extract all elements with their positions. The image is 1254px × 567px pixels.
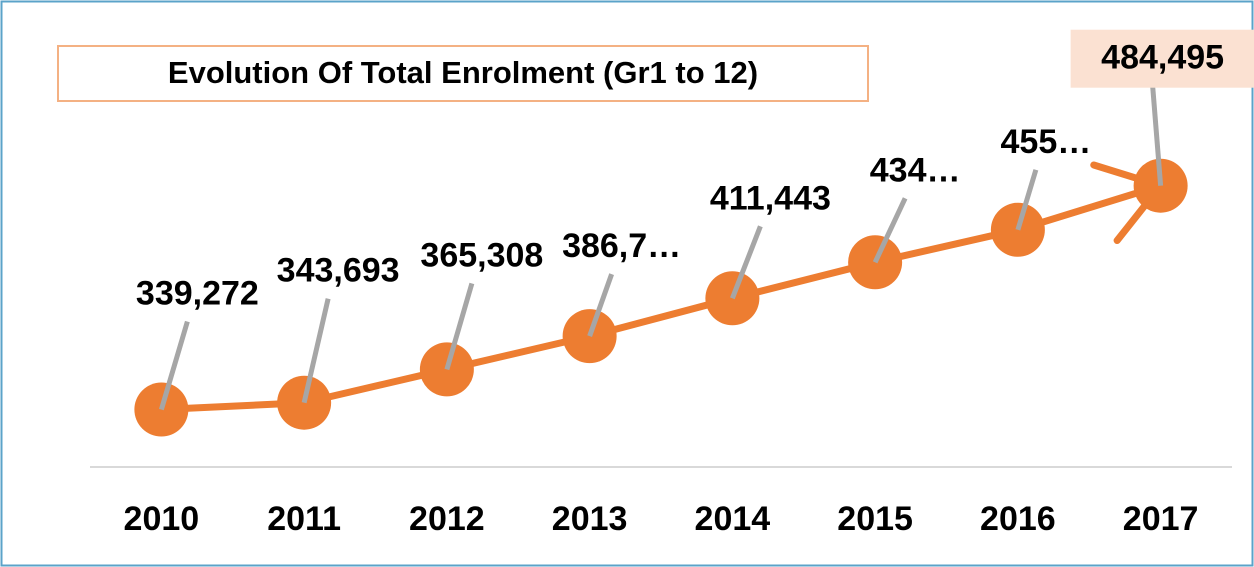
x-tick-label: 2016 xyxy=(980,500,1056,538)
leader-line xyxy=(444,282,475,371)
marker xyxy=(990,202,1045,257)
title-box xyxy=(57,45,869,102)
leader-line xyxy=(587,273,614,337)
x-tick-label: 2013 xyxy=(552,500,628,538)
x-tick-label: 2012 xyxy=(409,500,485,538)
leader-line xyxy=(158,320,190,411)
label-highlight xyxy=(1070,29,1254,88)
x-tick-label: 2014 xyxy=(695,500,771,538)
data-label: 343,693 xyxy=(277,252,400,290)
leader-line xyxy=(1015,169,1039,231)
x-tick-label: 2015 xyxy=(837,500,913,538)
x-tick-label: 2011 xyxy=(267,500,341,538)
x-tick-label: 2017 xyxy=(1123,500,1199,538)
data-label: 339,272 xyxy=(136,275,259,313)
data-label: 365,308 xyxy=(420,236,543,274)
data-label: 386,7… xyxy=(562,227,681,265)
leader-line xyxy=(730,225,763,300)
data-label: 455… xyxy=(1001,123,1092,161)
data-label: 411,443 xyxy=(710,179,831,217)
data-label: 434… xyxy=(870,151,961,189)
data-label: 484,495 xyxy=(1101,39,1224,77)
leader-line xyxy=(1150,85,1164,186)
leader-line xyxy=(301,298,331,404)
chart-title: Evolution Of Total Enrolment (Gr1 to 12) xyxy=(168,55,758,90)
leader-line xyxy=(872,197,908,264)
x-tick-label: 2010 xyxy=(124,500,200,538)
